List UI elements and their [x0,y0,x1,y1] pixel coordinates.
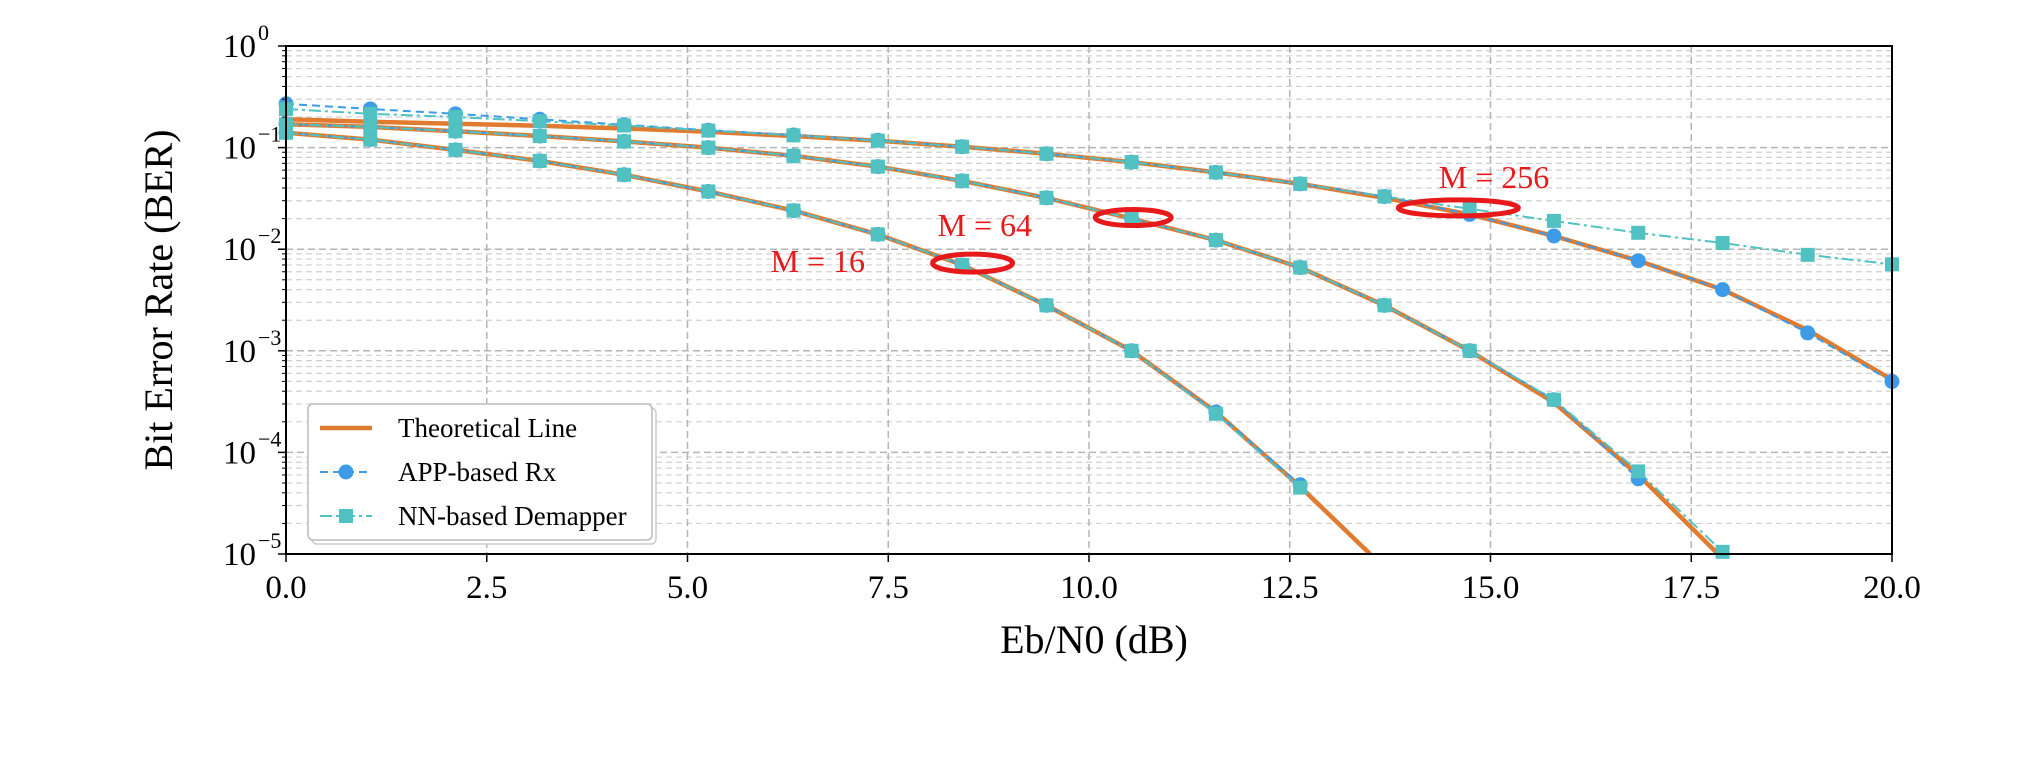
nn-marker [1124,211,1139,226]
nn-marker [1208,233,1223,248]
nn-marker [786,148,801,163]
series-markers [278,96,1900,559]
nn-marker [1039,146,1054,161]
nn-marker [1293,260,1308,275]
x-tick-label: 10.0 [1060,570,1118,606]
y-tick-label: 10 [223,334,256,370]
group-ellipse-2 [1395,197,1521,219]
app-marker [1630,253,1646,269]
nn-marker [1208,165,1223,180]
nn-marker [448,110,463,125]
y-tick-label: 10 [223,537,256,573]
app-marker [1800,325,1816,341]
nn-marker [617,118,632,133]
nn-marker [870,133,885,148]
nn-marker [1039,298,1054,313]
nn-marker [1377,189,1392,204]
x-tick-label: 7.5 [868,570,909,606]
group-ellipse-1 [1092,207,1174,229]
group-label-2: M = 256 [1439,159,1550,195]
nn-marker [701,123,716,138]
nn-marker [955,257,970,272]
y-tick-label: 10 [223,131,256,167]
nn-line-2 [286,108,1892,266]
nn-marker [448,142,463,157]
x-tick-label: 0.0 [265,570,306,606]
nn-marker [701,140,716,155]
theoretical-line-2 [286,117,1892,382]
nn-marker [532,129,547,144]
x-tick-label: 12.5 [1261,570,1319,606]
nn-marker [448,124,463,139]
nn-marker [363,106,378,121]
nn-marker [1546,392,1561,407]
nn-marker [1800,247,1815,262]
legend-box-front [307,403,653,541]
app-marker [1715,282,1731,298]
y-tick-exponent: −3 [258,325,281,350]
x-tick-label: 17.5 [1662,570,1720,606]
legend-item-app-label: APP-based Rx [398,457,557,487]
nn-marker [701,184,716,199]
y-tick-label: 10 [223,29,256,65]
nn-marker [617,167,632,182]
nn-marker [532,153,547,168]
y-tick-exponent: −2 [258,223,281,248]
y-tick-exponent: 0 [258,20,269,45]
nn-marker [1715,236,1730,251]
legend-item-nn-label: NN-based Demapper [398,501,627,531]
nn-line-1 [286,123,1724,553]
x-tick-label: 2.5 [466,570,507,606]
nn-marker [1546,213,1561,228]
nn-marker [617,134,632,149]
group-label-1: M = 64 [938,207,1033,243]
nn-marker [1208,406,1223,421]
y-tick-label: 10 [223,232,256,268]
nn-marker [955,173,970,188]
y-tick-label: 10 [223,435,256,471]
nn-marker [786,203,801,218]
y-axis-title: Bit Error Rate (BER) [136,129,181,470]
y-tick-exponent: −4 [258,426,281,451]
group-label-0: M = 16 [771,243,866,279]
x-tick-label: 20.0 [1863,570,1921,606]
nn-marker [1631,464,1646,479]
nn-marker [1462,201,1477,216]
nn-marker [870,159,885,174]
axis-ticks: 0.0 2.5 5.0 7.5 10.0 12.5 15.0 17.5 20.010−510−4… [223,20,1921,606]
nn-marker [363,119,378,134]
nn-marker [1124,155,1139,170]
nn-marker [363,132,378,147]
nn-marker [955,139,970,154]
x-tick-label: 15.0 [1462,570,1520,606]
nn-marker [1039,190,1054,205]
nn-marker [1715,544,1730,559]
legend-item-app-marker [338,464,354,480]
nn-marker [1293,480,1308,495]
y-tick-exponent: −1 [258,122,281,147]
nn-marker [870,227,885,242]
legend: Theoretical Line APP-based Rx NN-based Dem… [307,403,657,545]
group-ellipse-0 [930,251,1016,275]
y-tick-exponent: −5 [258,528,281,553]
nn-marker [1293,176,1308,191]
legend-item-nn-marker [339,509,353,523]
nn-marker [532,114,547,129]
annotations: M = 16 M = 64 M = 256 [771,159,1550,279]
nn-marker [1462,343,1477,358]
nn-marker [1377,298,1392,313]
nn-marker [786,128,801,143]
x-tick-label: 5.0 [667,570,708,606]
app-marker [1546,228,1562,244]
x-axis-title: Eb/N0 (dB) [1000,617,1188,662]
nn-marker [1124,343,1139,358]
legend-item-theory-label: Theoretical Line [398,413,577,443]
nn-marker [1631,225,1646,240]
